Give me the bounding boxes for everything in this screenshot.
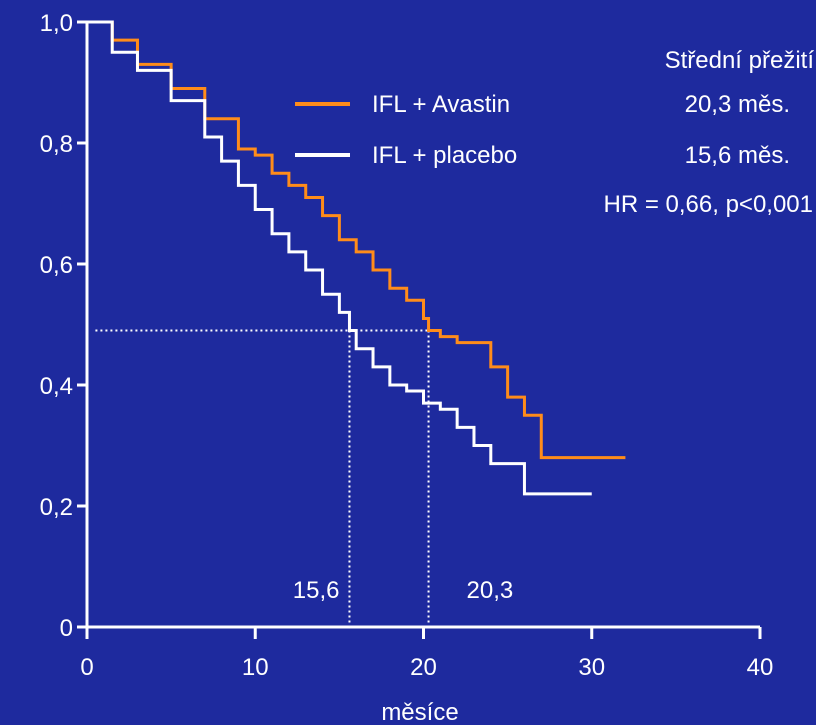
hazard-ratio-text: HR = 0,66, p<0,001: [604, 191, 813, 218]
legend-label-placebo: IFL + placebo: [372, 142, 517, 169]
median-annotation-0: 15,6: [293, 577, 340, 604]
axis-ticks: 0 0,2 0,4 0,6 0,8 1,0 0 10 20 30 40: [40, 10, 774, 681]
x-tick-label-3: 30: [578, 654, 605, 681]
x-tick-label-0: 0: [80, 654, 93, 681]
legend-label-avastin: IFL + Avastin: [372, 91, 510, 118]
x-tick-label-2: 20: [410, 654, 437, 681]
x-axis-label: měsíce: [381, 699, 458, 725]
y-tick-label-0: 0: [60, 615, 73, 642]
median-annotations: 15,6 20,3: [293, 577, 514, 604]
x-tick-label-4: 40: [747, 654, 774, 681]
series-line-placebo: [87, 20, 592, 496]
median-reference-lines: [95, 329, 430, 627]
series-line-avastin: [87, 20, 626, 460]
legend-median-placebo: 15,6 měs.: [685, 142, 790, 169]
y-tick-label-4: 0,8: [40, 131, 73, 158]
legend-median-avastin: 20,3 měs.: [685, 91, 790, 118]
x-tick-label-1: 10: [242, 654, 269, 681]
y-tick-label-3: 0,6: [40, 252, 73, 279]
legend-header: Střední přežití: [665, 47, 815, 74]
legend: Střední přežití IFL + Avastin 20,3 měs. …: [295, 47, 814, 218]
y-tick-label-2: 0,4: [40, 373, 73, 400]
y-tick-label-5: 1,0: [40, 10, 73, 37]
y-tick-label-1: 0,2: [40, 494, 73, 521]
survival-curves: [87, 20, 626, 496]
median-annotation-1: 20,3: [467, 577, 514, 604]
